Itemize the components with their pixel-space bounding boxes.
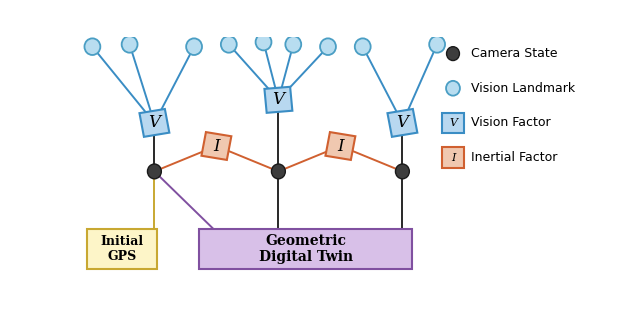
Polygon shape <box>326 132 355 160</box>
Polygon shape <box>140 109 170 137</box>
Text: V: V <box>148 115 161 131</box>
Polygon shape <box>202 132 231 160</box>
Text: Inertial Factor: Inertial Factor <box>471 151 557 164</box>
Text: Camera State: Camera State <box>471 47 557 60</box>
Text: V: V <box>449 118 457 128</box>
Text: V: V <box>396 115 408 131</box>
Ellipse shape <box>255 34 271 50</box>
Ellipse shape <box>355 38 371 55</box>
Text: V: V <box>273 91 284 108</box>
Polygon shape <box>264 87 292 113</box>
Ellipse shape <box>186 38 202 55</box>
Ellipse shape <box>429 36 445 53</box>
Ellipse shape <box>447 47 460 61</box>
Text: Vision Factor: Vision Factor <box>471 116 550 129</box>
Text: I: I <box>451 153 455 163</box>
FancyBboxPatch shape <box>442 147 464 168</box>
Ellipse shape <box>147 164 161 179</box>
FancyBboxPatch shape <box>199 229 412 269</box>
Ellipse shape <box>84 38 100 55</box>
Text: I: I <box>337 138 344 154</box>
Ellipse shape <box>446 81 460 96</box>
FancyBboxPatch shape <box>442 113 464 133</box>
Text: Initial
GPS: Initial GPS <box>100 235 144 263</box>
FancyBboxPatch shape <box>88 229 157 269</box>
Ellipse shape <box>271 164 285 179</box>
Ellipse shape <box>285 36 301 53</box>
Polygon shape <box>387 109 417 137</box>
Text: Vision Landmark: Vision Landmark <box>471 82 575 95</box>
Text: Geometric
Digital Twin: Geometric Digital Twin <box>259 234 353 264</box>
Ellipse shape <box>122 36 138 53</box>
Ellipse shape <box>221 36 237 53</box>
Text: I: I <box>213 138 220 154</box>
Ellipse shape <box>396 164 410 179</box>
Ellipse shape <box>320 38 336 55</box>
